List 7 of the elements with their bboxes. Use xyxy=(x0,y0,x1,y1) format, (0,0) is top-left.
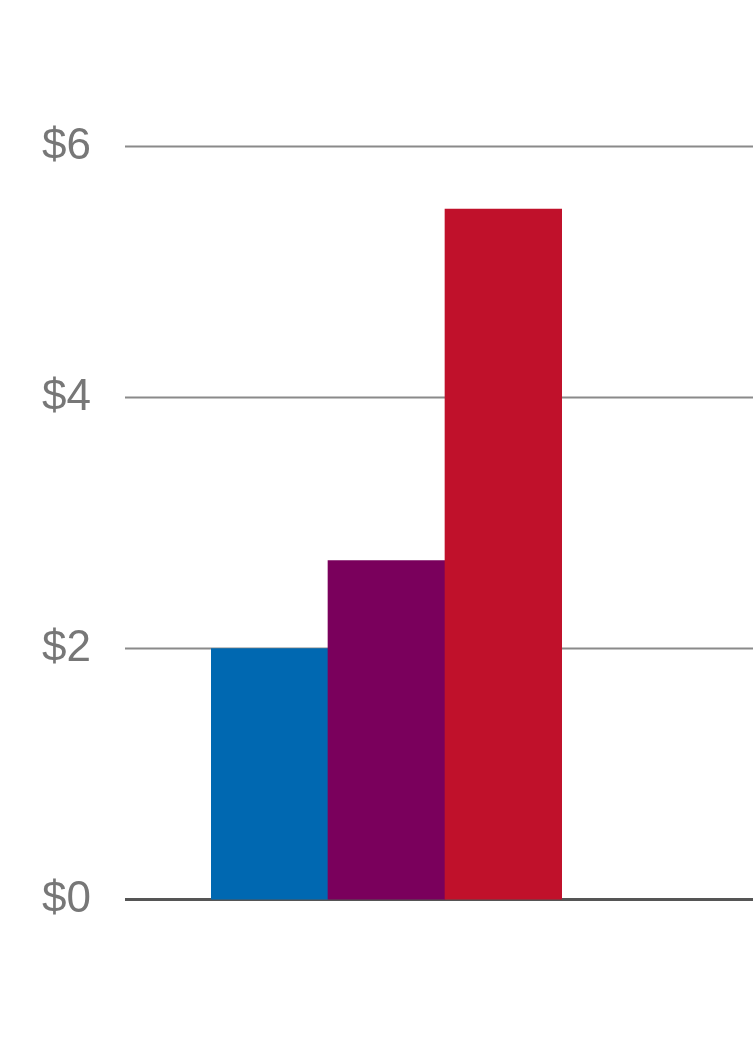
y-tick-label: $2 xyxy=(42,620,91,670)
y-tick-label: $0 xyxy=(42,871,91,921)
bar xyxy=(327,560,446,900)
y-tick-label: $6 xyxy=(42,118,91,168)
bar xyxy=(444,208,562,900)
bar xyxy=(211,648,329,900)
y-tick-label: $4 xyxy=(42,369,91,419)
